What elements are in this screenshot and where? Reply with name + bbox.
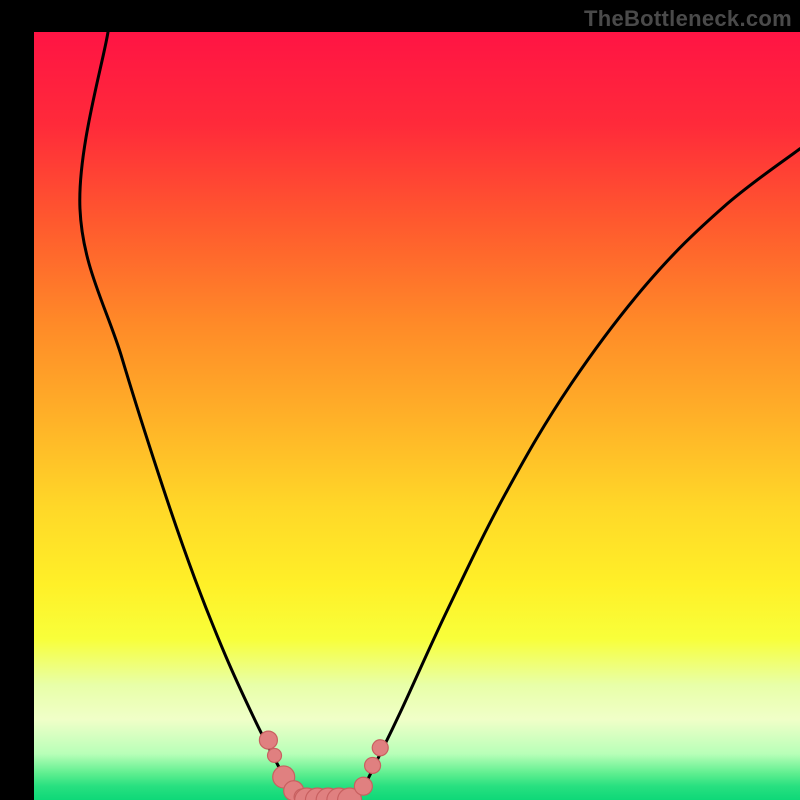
plot-background <box>34 32 800 800</box>
marker-dot <box>354 777 372 795</box>
marker-dot <box>268 748 282 762</box>
marker-dot <box>365 757 381 773</box>
chart-svg <box>0 0 800 800</box>
chart-container: TheBottleneck.com <box>0 0 800 800</box>
marker-dot <box>259 731 277 749</box>
watermark-text: TheBottleneck.com <box>584 6 792 32</box>
marker-dot <box>372 740 388 756</box>
